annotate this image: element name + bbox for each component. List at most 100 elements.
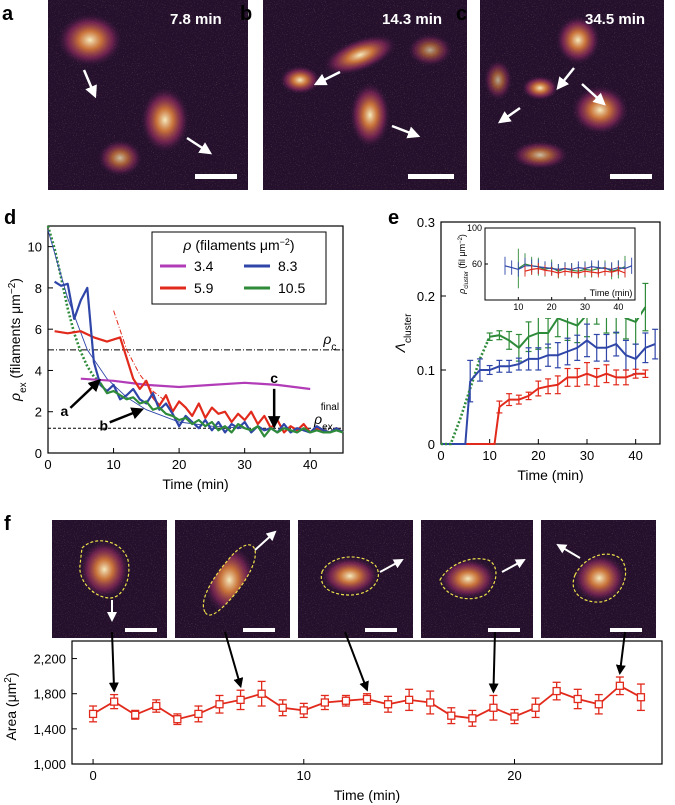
y-tick-label: 0.2 — [417, 289, 435, 304]
fit-line-2 — [113, 310, 167, 402]
chart-d: 0 10 20 30 40 0 2 4 6 8 10 Time (min) ρex (filaments… — [7, 225, 344, 492]
marker-area — [615, 681, 625, 690]
inset-y-tick-label: 100 — [467, 223, 482, 233]
inset-x-tick-label: 30 — [580, 302, 590, 312]
scale-bar-f2 — [243, 628, 275, 632]
marker-area — [257, 689, 266, 698]
marker-area — [194, 709, 203, 719]
y-axis-label: Area (μm2) — [3, 672, 20, 740]
inset-frame — [484, 227, 636, 301]
panel-letter-d: d — [4, 207, 16, 229]
scale-bar-b — [408, 174, 454, 179]
y-tick-label: 8 — [35, 281, 42, 296]
x-tick-label: 10 — [297, 768, 311, 783]
x-tick-label: 40 — [303, 457, 317, 472]
x-tick-label: 20 — [531, 448, 545, 463]
legend-title: ρ (filaments μm−2) — [182, 237, 294, 253]
fit-line-0 — [46, 225, 102, 384]
panel-letter-f: f — [4, 513, 11, 535]
marker-area — [426, 698, 435, 707]
y-tick-label: 0.3 — [417, 215, 435, 230]
y-tick-label: 1,800 — [33, 687, 66, 702]
annotation-arrow-a — [69, 378, 101, 409]
micrograph-c-time: 34.5 min — [585, 11, 645, 28]
arrow-a1 — [82, 69, 97, 99]
rho-final-label: ρexfinal — [313, 402, 339, 433]
marker-area — [299, 706, 308, 715]
scale-bar-a — [195, 174, 237, 179]
marker-area — [594, 700, 603, 709]
marker-area — [636, 693, 646, 702]
legend-label-10.5: 10.5 — [278, 280, 305, 296]
marker-area — [573, 694, 582, 704]
plot-f-frame — [71, 640, 663, 765]
x-tick-label: 10 — [482, 448, 496, 463]
x-tick-label: 30 — [580, 448, 594, 463]
pointer-arrow-1 — [224, 631, 244, 689]
baseline-0 — [441, 406, 501, 445]
micrograph-a-time: 7.8 min — [170, 11, 222, 28]
micrograph-a: 7.8 min — [48, 0, 248, 190]
arrow-f2 — [254, 530, 277, 551]
inset-y-tick-label: 60 — [472, 259, 482, 269]
marker-area — [236, 695, 245, 705]
scale-bar-f5 — [610, 628, 642, 632]
series-line-3.4 — [80, 377, 311, 391]
annotation-label-a: a — [60, 403, 68, 419]
arrow-c1 — [556, 67, 575, 90]
y-axis-label: ρex (filaments μm−2) — [7, 278, 29, 402]
marker-area — [404, 695, 414, 705]
marker-area — [88, 709, 98, 719]
y-tick-label: 2 — [35, 405, 42, 420]
marker-area — [468, 714, 477, 723]
marker-area — [552, 686, 561, 696]
legend-label-3.4: 3.4 — [194, 258, 214, 274]
marker-area — [278, 703, 287, 712]
scale-bar-c — [610, 174, 652, 179]
x-tick-label: 0 — [89, 768, 96, 783]
green-dotted-fit — [441, 336, 491, 446]
marker-area — [362, 694, 372, 704]
inset-series-1 — [504, 265, 632, 271]
pointer-arrow-4 — [615, 631, 626, 676]
series-line-5.9 — [54, 330, 344, 434]
inset-x-tick-label: 20 — [547, 302, 557, 312]
plot-d-frame — [47, 225, 344, 454]
micrograph-b: 14.3 min — [263, 0, 467, 190]
annotation-arrow-b — [109, 407, 145, 424]
y-tick-label: 4 — [35, 363, 42, 378]
pointer-arrow-0 — [108, 631, 119, 693]
legend-box — [151, 231, 327, 305]
micrograph-f2 — [175, 520, 290, 638]
marker-area — [131, 710, 140, 719]
x-tick-label: 0 — [437, 448, 444, 463]
micrograph-f4 — [421, 520, 533, 638]
marker-area — [489, 703, 498, 712]
y-axis-label: Λcluster — [392, 313, 414, 353]
arrow-c3 — [497, 106, 521, 124]
inset-series-2 — [524, 267, 626, 274]
x-tick-label: 10 — [106, 457, 120, 472]
arrow-c2 — [581, 83, 606, 106]
x-tick-label: 20 — [172, 457, 186, 472]
chart-f: 0 10 20 1,000 1,400 1,800 2,200 Time (min) Area … — [3, 631, 663, 803]
x-axis-label: Time (min) — [517, 467, 583, 483]
y-tick-label: 10 — [28, 240, 42, 255]
marker-area — [109, 697, 119, 706]
scale-bar-f1 — [125, 628, 157, 632]
legend-label-5.9: 5.9 — [194, 280, 214, 296]
arrow-f5 — [556, 543, 581, 559]
inset-e: 10 20 30 40 60 100 Time (min) ρcluster (fil μm−… — [453, 223, 641, 318]
panel-letter-c: c — [456, 3, 467, 25]
rho-c-label: ρc — [322, 331, 336, 353]
y-tick-label: 0 — [428, 437, 435, 452]
legend-d: ρ (filaments μm−2) 3.4 8.3 5.9 10.5 — [151, 231, 327, 305]
x-tick-label: 30 — [237, 457, 251, 472]
marker-area — [341, 696, 351, 705]
x-axis-label: Time (min) — [334, 787, 400, 803]
scale-bar-f4 — [488, 628, 520, 632]
x-tick-label: 0 — [44, 457, 51, 472]
inset-y-axis-label: ρcluster (fil μm−2) — [457, 234, 470, 295]
y-tick-label: 0.1 — [417, 363, 435, 378]
